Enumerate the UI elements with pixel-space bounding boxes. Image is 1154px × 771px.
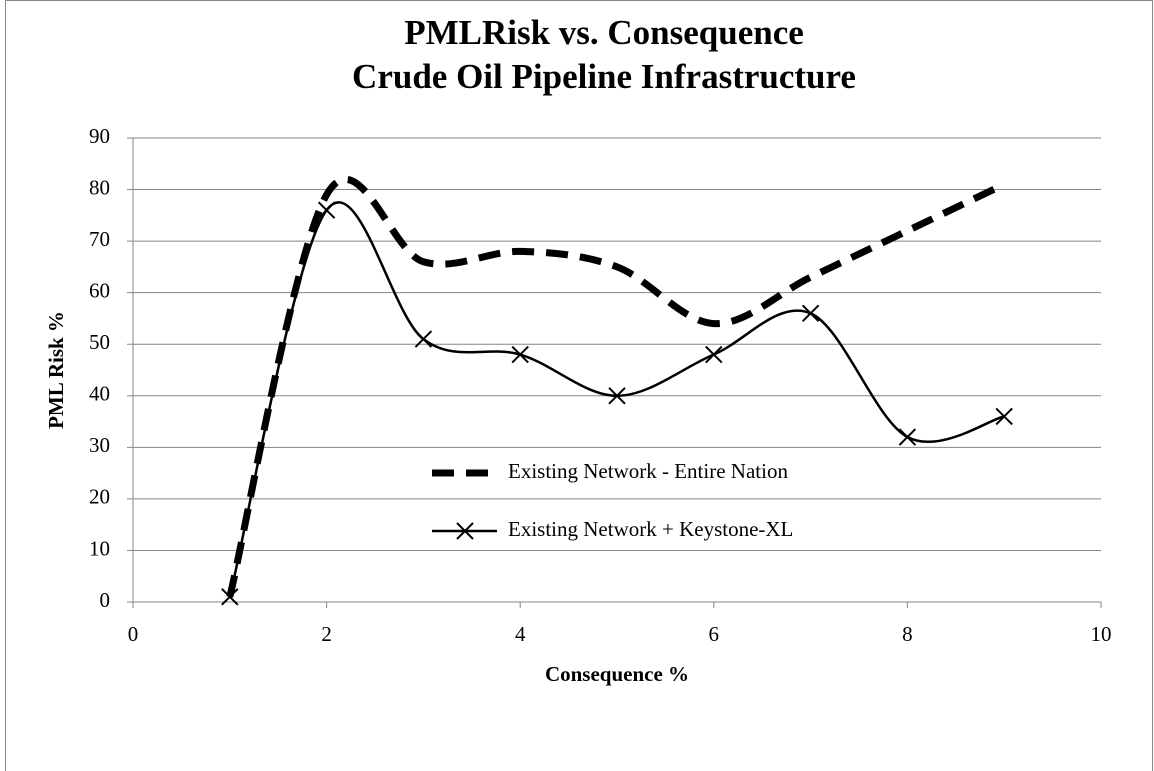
marker — [705, 345, 723, 364]
legend-label: Existing Network - Entire Nation — [508, 459, 788, 483]
y-tick-label: 0 — [100, 588, 111, 612]
x-tick-label: 2 — [321, 622, 332, 646]
marker — [317, 201, 336, 219]
marker — [898, 428, 917, 446]
x-tick-label: 8 — [902, 622, 913, 646]
marker — [221, 588, 239, 606]
y-tick-label: 40 — [89, 382, 110, 406]
x-axis-title: Consequence % — [545, 662, 689, 686]
marker — [801, 304, 820, 322]
y-tick-label: 50 — [89, 330, 110, 354]
y-tick-label: 30 — [89, 433, 110, 457]
y-tick-label: 70 — [89, 227, 110, 251]
y-tick-label: 90 — [89, 124, 110, 148]
x-tick-label: 4 — [515, 622, 526, 646]
series-line — [226, 175, 1006, 598]
marker — [511, 345, 529, 364]
chart-frame — [5, 0, 1153, 771]
x-tick-label: 6 — [709, 622, 720, 646]
y-tick-label: 80 — [89, 175, 110, 199]
y-axis-title: PML Risk % — [44, 311, 68, 429]
y-tick-label: 10 — [89, 536, 110, 560]
y-tick-label: 60 — [89, 278, 110, 302]
series-line — [228, 201, 1005, 598]
marker — [608, 387, 626, 405]
x-tick-label: 10 — [1091, 622, 1112, 646]
chart-subtitle: Crude Oil Pipeline Infrastructure — [352, 57, 856, 96]
x-tick-label: 0 — [128, 622, 139, 646]
y-tick-label: 20 — [89, 485, 110, 509]
marker — [414, 330, 433, 348]
chart-title: PMLRisk vs. Consequence — [404, 13, 804, 52]
legend-marker — [456, 522, 474, 540]
legend-label: Existing Network + Keystone-XL — [508, 517, 793, 541]
marker — [995, 407, 1013, 426]
